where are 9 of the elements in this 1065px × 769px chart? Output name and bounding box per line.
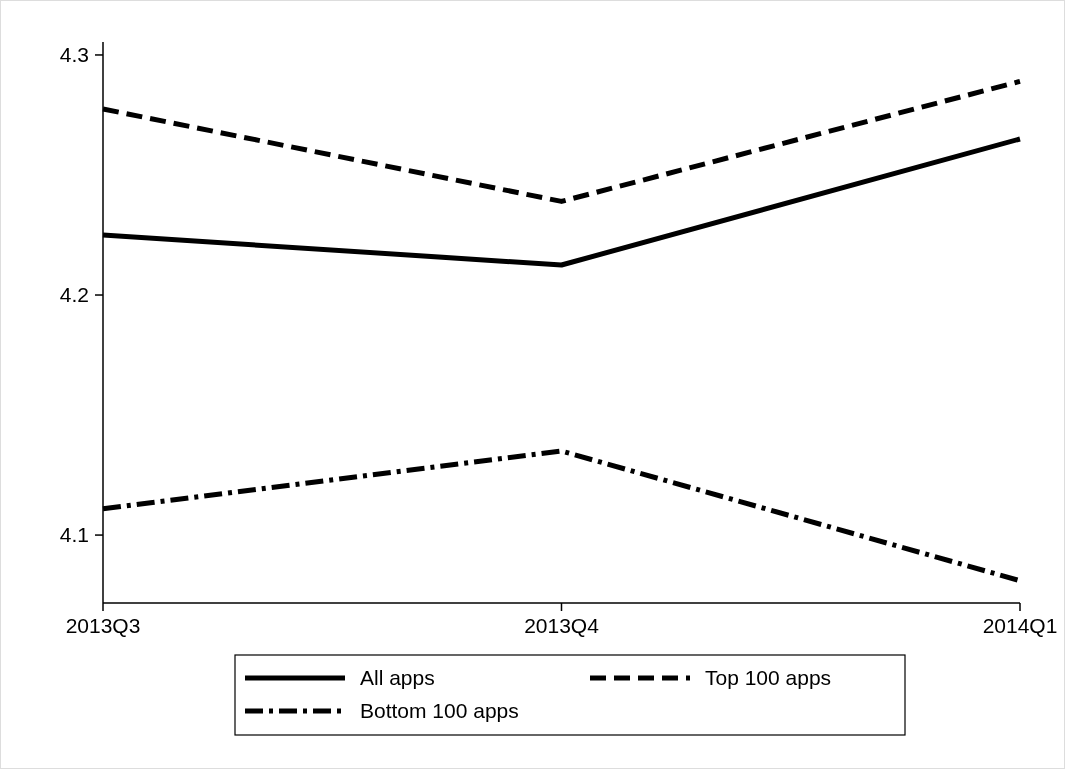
x-tick-label: 2014Q1	[982, 614, 1058, 637]
y-tick-label: 4.2	[59, 283, 89, 307]
x-tick-label: 2013Q3	[65, 614, 141, 637]
legend-label: Top 100 apps	[705, 666, 832, 690]
x-tick-label: 2013Q4	[524, 614, 600, 637]
legend-label: Bottom 100 apps	[360, 699, 519, 723]
y-tick-label: 4.1	[59, 523, 89, 547]
legend-label: All apps	[360, 666, 435, 690]
y-tick-label: 4.3	[59, 43, 89, 67]
